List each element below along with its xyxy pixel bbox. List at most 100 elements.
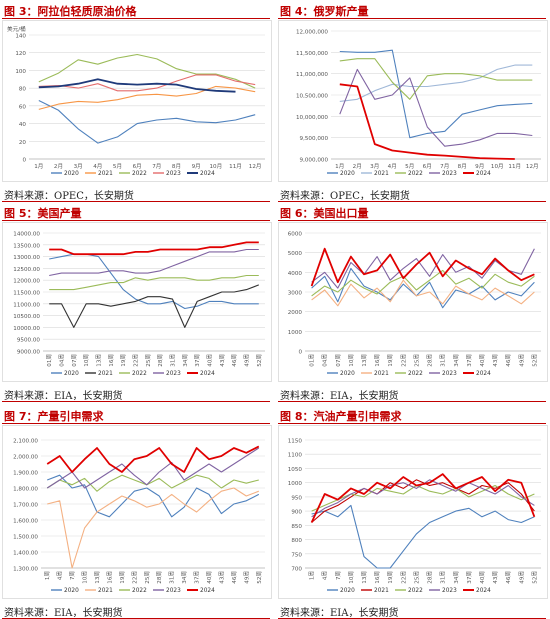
series-line-2023 <box>38 74 256 92</box>
line-chart: 0 20 40 60 80 100 120 140 1月 2月 3月 4月 5月 6月 7月 8月 9月 10月 1… <box>7 25 265 177</box>
x-tick-label: 5月 <box>405 163 414 170</box>
y-tick-label: 900 <box>291 510 302 516</box>
x-tick-label: 37周 <box>194 571 201 584</box>
y-tick-label: 2,000.00 <box>13 455 38 461</box>
y-tick-label: 1050 <box>288 467 303 473</box>
series-line-2021 <box>311 279 535 307</box>
legend-label: 2022 <box>132 171 147 177</box>
legend-label: 2021 <box>98 171 113 177</box>
series-line-2024 <box>310 247 535 287</box>
divider <box>2 201 270 202</box>
y-tick-label: 80 <box>19 87 27 93</box>
series-line-2023 <box>46 447 260 489</box>
y-tick-label: 1,300.00 <box>13 567 38 573</box>
y-tick-label: 11,500,000 <box>296 51 328 57</box>
y-tick-label: 0 <box>298 350 302 356</box>
source-note: 资料来源：EIA，长安期货 <box>4 608 123 619</box>
y-tick-label: 13000.00 <box>13 255 40 261</box>
line-chart: 9,000,000 9,500,000 10,000,000 10,500,000 11… <box>296 30 541 177</box>
legend-label: 2024 <box>200 171 215 177</box>
x-tick-label: 22周 <box>133 354 140 367</box>
x-tick-label: 3月 <box>74 163 83 170</box>
x-tick-label: 49周 <box>244 354 251 367</box>
x-tick-label: 22周 <box>400 354 407 367</box>
chart-title: 图 3：阿拉伯轻质原油价格 <box>4 5 137 18</box>
chart-area: 0 20 40 60 80 100 120 140 1月 2月 3月 4月 5月 6月 7月 8月 9月 10月 1… <box>2 20 272 182</box>
y-tick-label: 9500.00 <box>17 338 41 344</box>
x-tick-label: 13周 <box>361 354 368 367</box>
y-tick-label: 1000 <box>288 481 303 487</box>
y-tick-label: 60 <box>19 104 27 110</box>
x-tick-label: 10周 <box>82 571 89 584</box>
y-tick-label: 2000 <box>288 310 303 316</box>
chart-area: 9000.00 9500.00 10000.00 10500.00 11000.00 11… <box>2 222 272 382</box>
legend-label: 2021 <box>374 588 389 594</box>
chart-title: 图 5：美国产量 <box>4 207 82 220</box>
x-tick-label: 34周 <box>453 354 460 367</box>
y-tick-label: 10,500,000 <box>296 94 328 100</box>
x-tick-label: 46周 <box>505 354 512 367</box>
legend-label: 2021 <box>98 371 113 377</box>
x-tick-label: 8月 <box>458 163 467 170</box>
x-tick-label: 5月 <box>113 163 122 170</box>
legend-label: 2024 <box>476 371 491 377</box>
x-tick-label: 52周 <box>256 354 263 367</box>
x-tick-label: 12月 <box>526 163 539 170</box>
series-line-2024 <box>339 83 515 160</box>
x-tick-label: 07周 <box>71 354 78 367</box>
legend-label: 2023 <box>166 588 181 594</box>
legend-label: 2020 <box>64 588 79 594</box>
legend-label: 2020 <box>340 588 355 594</box>
x-tick-label: 46周 <box>231 571 238 584</box>
y-tick-label: 5000 <box>288 251 303 257</box>
x-tick-label: 34周 <box>181 571 188 584</box>
source-note: 资料来源：EIA，长安期货 <box>280 608 399 619</box>
y-tick-label: 1100 <box>288 453 303 459</box>
x-tick-label: 40周 <box>207 354 214 367</box>
x-tick-label: 16周 <box>106 571 113 584</box>
series-line-2024 <box>49 241 259 256</box>
x-tick-label: 12月 <box>249 163 262 170</box>
legend-label: 2020 <box>64 371 79 377</box>
x-tick-label: 49周 <box>243 571 250 584</box>
y-tick-label: 1000 <box>288 330 303 336</box>
series-line-2022 <box>38 53 256 89</box>
y-tick-label: 950 <box>291 495 302 501</box>
y-tick-label: 100 <box>15 69 26 75</box>
x-tick-label: 34周 <box>453 571 460 584</box>
x-tick-label: 10月 <box>209 163 222 170</box>
chart-title: 图 8：汽油产量引申需求 <box>280 410 402 423</box>
line-chart: 1,300.00 1,400.00 1,500.00 1,600.00 1,700.00… <box>13 439 265 594</box>
series-line-2021 <box>38 85 256 110</box>
x-tick-label: 04周 <box>59 354 66 367</box>
chart-area: 9,000,000 9,500,000 10,000,000 10,500,000 11… <box>278 20 548 182</box>
x-tick-label: 46周 <box>231 354 238 367</box>
y-tick-label: 3000 <box>288 291 303 297</box>
y-tick-label: 11000.00 <box>13 302 40 308</box>
series-line-2020 <box>38 100 256 144</box>
y-tick-label: 1,700.00 <box>13 503 38 509</box>
y-tick-label: 9000.00 <box>17 350 41 356</box>
legend-label: 2022 <box>408 371 423 377</box>
x-tick-label: 22周 <box>131 571 138 584</box>
x-tick-label: 25周 <box>413 354 420 367</box>
y-tick-label: 800 <box>291 538 302 544</box>
y-tick-label: 1,800.00 <box>13 487 38 493</box>
chart-area: 0 1000 2000 3000 4000 5000 6000 01周 04周 07周 10周 13周… <box>278 222 548 382</box>
y-tick-label: 11,000,000 <box>296 72 328 78</box>
series-line-2022 <box>46 474 259 492</box>
y-tick-label: 0 <box>22 158 26 164</box>
series-line-2020 <box>311 267 535 309</box>
y-tick-label: 1,500.00 <box>13 535 38 541</box>
x-tick-label: 2月 <box>54 163 63 170</box>
y-tick-label: 11500.00 <box>13 291 40 297</box>
y-tick-label: 10000.00 <box>13 326 40 332</box>
x-tick-label: 7周 <box>335 571 342 580</box>
x-tick-label: 19周 <box>387 571 394 584</box>
x-tick-label: 28周 <box>156 571 163 584</box>
legend-label: 2023 <box>442 588 457 594</box>
y-tick-label: 9,500,000 <box>300 136 329 142</box>
source-note: 资料来源：OPEC，长安期货 <box>4 191 134 202</box>
x-tick-label: 8月 <box>172 163 181 170</box>
y-tick-label: 120 <box>15 51 26 57</box>
